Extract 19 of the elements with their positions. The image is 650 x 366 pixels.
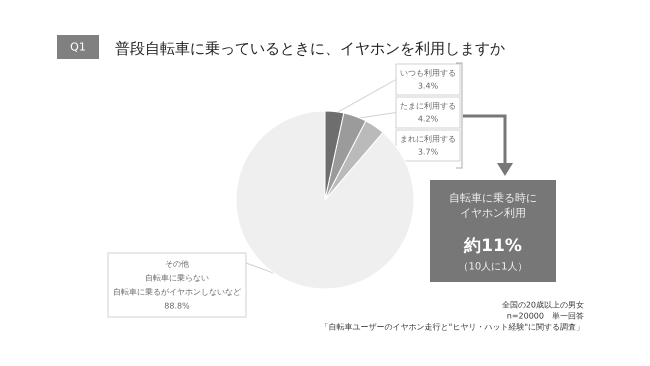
text: 約11%	[463, 236, 522, 256]
text: 自転車に乗らない	[145, 274, 209, 282]
slice-label: たまに利用する	[400, 102, 456, 110]
slice-label: いつも利用する	[400, 68, 456, 78]
text: （10人に1人）	[458, 262, 528, 272]
chart-title: 普段自転車に乗っているときに、イヤホンを利用しますか	[115, 40, 505, 58]
slice-label: まれに利用する	[400, 134, 456, 144]
data-label: 3.7%	[418, 148, 439, 156]
text: 「自転車ユーザーのイヤホン走行と"ヒヤリ・ハット経験"に関する調査」	[320, 322, 584, 332]
text: n=20000 単一回答	[506, 312, 584, 320]
text: 全国の20歳以上の男女	[502, 300, 584, 310]
data-label: 4.2%	[418, 114, 439, 124]
data-label: 3.4%	[418, 82, 439, 90]
text: 自転車に乗るがイヤホンしないなど	[113, 288, 241, 296]
slice-label: その他	[165, 260, 189, 268]
text: イヤホン利用	[460, 206, 526, 220]
text: Q1	[70, 40, 86, 54]
text: 自転車に乗る時に	[449, 192, 537, 204]
data-label: 88.8%	[164, 302, 190, 310]
